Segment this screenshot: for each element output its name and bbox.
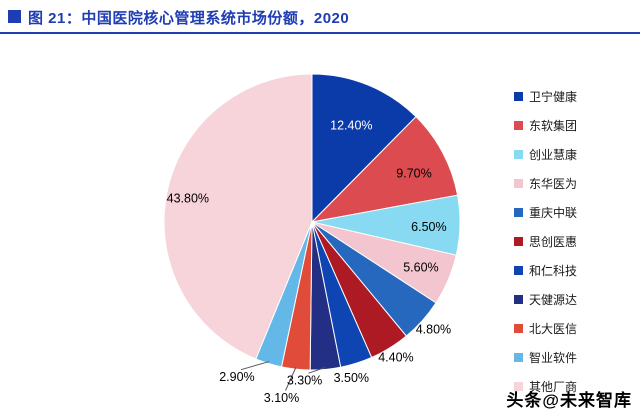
slice-label: 2.90% [219, 370, 254, 384]
legend-item: 智业软件 [514, 349, 577, 366]
legend-swatch [514, 353, 523, 362]
legend-swatch [514, 266, 523, 275]
legend-label: 其他厂商 [529, 380, 578, 394]
legend-label: 卫宁健康 [529, 90, 578, 104]
legend-swatch [514, 208, 523, 217]
label-leader-line [308, 366, 326, 374]
legend-label: 智业软件 [529, 351, 578, 365]
title-marker [8, 10, 21, 23]
legend-swatch [514, 150, 523, 159]
slice-label: 9.70% [396, 166, 431, 180]
slice-label: 6.50% [411, 220, 446, 234]
slice-label: 4.80% [416, 323, 451, 337]
slice-label: 43.80% [167, 191, 209, 205]
pie-slice-其他厂商 [163, 73, 313, 360]
label-leader-line [240, 361, 270, 371]
legend-label: 东软集团 [529, 119, 578, 133]
legend-label: 东华医为 [529, 177, 578, 191]
legend-item: 其他厂商 [514, 378, 577, 395]
page-title: 图 21：中国医院核心管理系统市场份额，2020 [28, 10, 350, 27]
legend-swatch [514, 237, 523, 246]
legend-item: 东软集团 [514, 117, 577, 134]
legend-item: 东华医为 [514, 175, 577, 192]
legend-label: 和仁科技 [529, 264, 578, 278]
slice-label: 5.60% [403, 261, 438, 275]
title-underline [0, 32, 640, 34]
slice-label: 4.40% [378, 350, 413, 364]
legend-swatch [514, 92, 523, 101]
legend-swatch [514, 121, 523, 130]
legend-label: 北大医信 [529, 322, 578, 336]
legend-item: 天健源达 [514, 291, 577, 308]
legend-swatch [514, 382, 523, 391]
legend-item: 重庆中联 [514, 204, 577, 221]
legend-label: 重庆中联 [529, 206, 578, 220]
legend-item: 创业慧康 [514, 146, 577, 163]
legend-swatch [514, 179, 523, 188]
label-leader-line [285, 366, 297, 391]
legend-label: 创业慧康 [529, 148, 578, 162]
legend-item: 北大医信 [514, 320, 577, 337]
legend: 卫宁健康东软集团创业慧康东华医为重庆中联思创医惠和仁科技天健源达北大医信智业软件… [514, 88, 577, 395]
watermark: 头条@未来智库 [506, 391, 632, 410]
legend-item: 和仁科技 [514, 262, 577, 279]
legend-swatch [514, 295, 523, 304]
slice-label: 3.50% [334, 371, 369, 385]
slice-label: 3.10% [264, 391, 299, 405]
slice-label: 12.40% [330, 118, 372, 132]
legend-item: 思创医惠 [514, 233, 577, 250]
slice-label: 3.30% [287, 373, 322, 387]
legend-label: 思创医惠 [529, 235, 578, 249]
legend-label: 天健源达 [529, 293, 578, 307]
legend-swatch [514, 324, 523, 333]
legend-item: 卫宁健康 [514, 88, 577, 105]
pie-slice-东软集团 [310, 115, 459, 223]
pie-slice-卫宁健康 [311, 73, 417, 224]
